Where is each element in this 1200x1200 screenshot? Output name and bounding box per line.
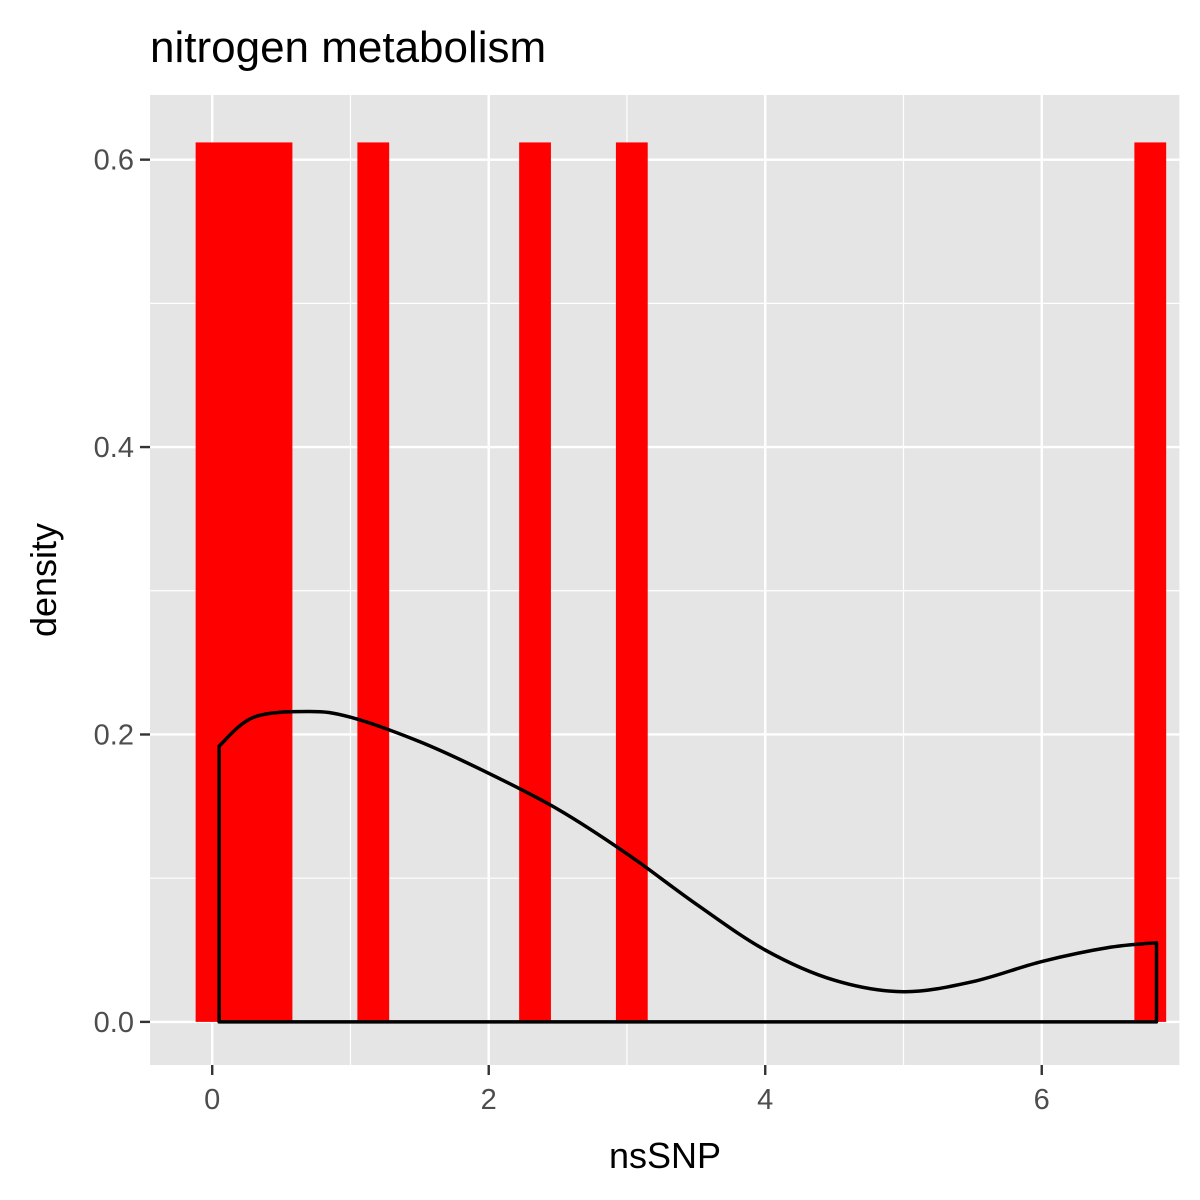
y-tick-label: 0.2: [94, 719, 134, 751]
y-tick-label: 0.6: [94, 145, 134, 177]
x-axis-title: nsSNP: [609, 1135, 721, 1176]
y-tick-label: 0.0: [94, 1007, 134, 1039]
y-tick-label: 0.4: [94, 432, 134, 464]
y-axis-title: density: [23, 523, 64, 637]
x-tick-label: 6: [1034, 1084, 1050, 1116]
histogram-bar: [519, 142, 551, 1022]
histogram-bars: [195, 142, 1167, 1022]
histogram-bar: [615, 142, 648, 1022]
plot-panel: [150, 95, 1180, 1065]
histogram-bar: [195, 142, 293, 1022]
histogram-bar: [357, 142, 390, 1022]
density-curve: [217, 709, 1159, 1024]
x-axis: 0 2 4 6: [204, 1065, 1050, 1116]
x-tick-label: 2: [481, 1084, 497, 1116]
y-axis: 0.0 0.2 0.4 0.6: [94, 145, 150, 1039]
x-tick-label: 4: [757, 1084, 773, 1116]
chart-title: nitrogen metabolism: [150, 23, 546, 72]
histogram-bar: [1134, 142, 1167, 1022]
x-tick-label: 0: [204, 1084, 220, 1116]
